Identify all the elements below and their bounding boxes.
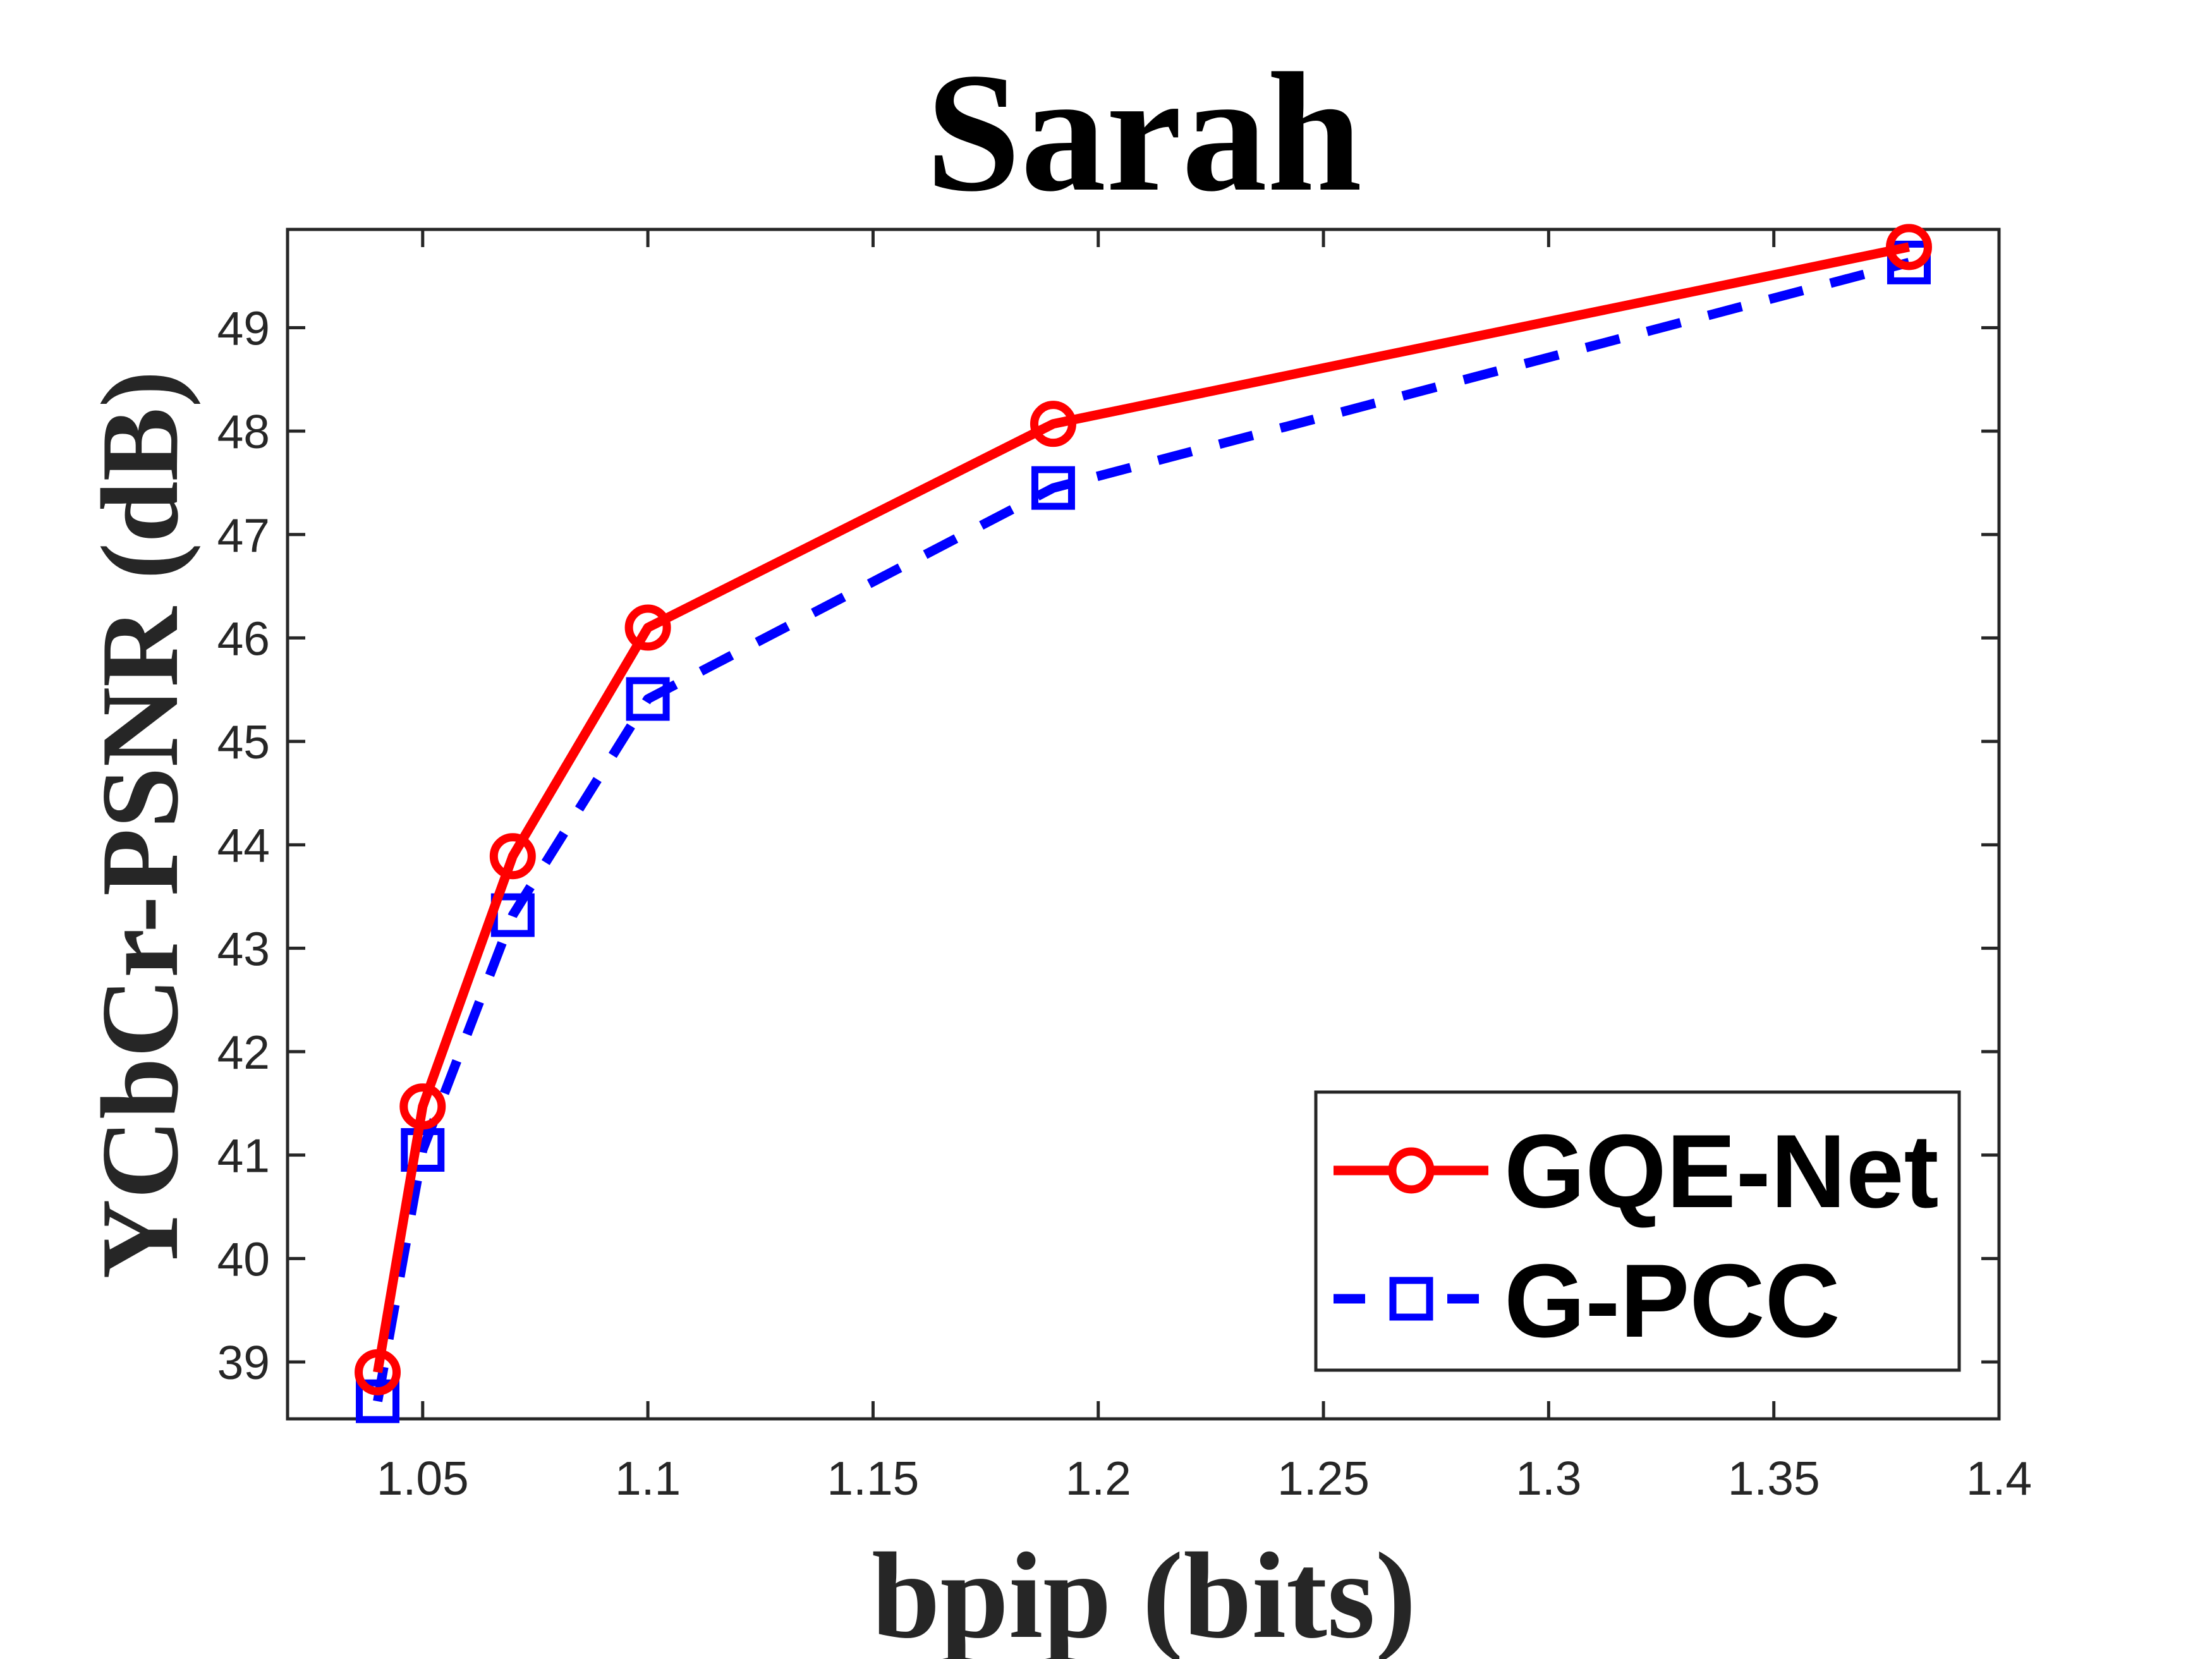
- y-axis-title: YCbCr-PSNR (dB): [78, 370, 201, 1279]
- data-point-g-pcc: [626, 677, 670, 721]
- legend-item-g-pcc: G-PCC: [1334, 1243, 1840, 1359]
- x-axis-title: bpip (bits): [872, 1528, 1416, 1659]
- y-tick-label: 48: [217, 405, 270, 458]
- x-tick-label: 1.1: [615, 1452, 681, 1505]
- axis-ticks: 1.05 1.1 1.15 1.2 1.25 1.3 1.35 1.4 39 40 41 42 43 44…: [217, 229, 2032, 1505]
- chart-title: Sarah: [926, 38, 1362, 227]
- y-tick-label: 42: [217, 1026, 270, 1079]
- legend: GQE-Net G-PCC: [1314, 1090, 1961, 1372]
- legend-item-gqe-net: GQE-Net: [1334, 1113, 1939, 1229]
- y-tick-label: 43: [217, 922, 270, 975]
- y-tick-label: 41: [217, 1129, 270, 1182]
- data-point-gqe-net: [355, 1349, 401, 1395]
- series-lines: [355, 224, 1932, 1423]
- y-tick-label: 44: [217, 819, 270, 872]
- x-tick-label: 1.4: [1966, 1452, 2032, 1505]
- legend-marker-square-icon: [1389, 1277, 1433, 1321]
- y-tick-label: 46: [217, 612, 270, 665]
- x-tick-label: 1.3: [1516, 1452, 1581, 1505]
- data-point-gqe-net: [1030, 401, 1076, 447]
- data-point-gqe-net: [399, 1083, 446, 1130]
- y-tick-label: 40: [217, 1232, 270, 1285]
- x-tick-label: 1.05: [377, 1452, 469, 1505]
- legend-label-gqe-net: GQE-Net: [1504, 1113, 1939, 1229]
- data-point-gqe-net: [1885, 224, 1932, 270]
- x-tick-label: 1.15: [827, 1452, 919, 1505]
- y-tick-label: 47: [217, 509, 270, 562]
- y-tick-label: 45: [217, 715, 270, 769]
- legend-box: [1314, 1090, 1961, 1372]
- data-point-g-pcc: [1887, 240, 1931, 284]
- data-point-g-pcc: [1031, 466, 1075, 510]
- legend-label-g-pcc: G-PCC: [1504, 1243, 1840, 1359]
- data-point-gqe-net: [489, 833, 536, 880]
- data-point-g-pcc: [356, 1379, 400, 1423]
- x-tick-label: 1.25: [1277, 1452, 1370, 1505]
- y-tick-label: 39: [217, 1336, 270, 1389]
- y-tick-label: 49: [217, 301, 270, 355]
- series-line-gqe-net: [373, 242, 1910, 1373]
- x-tick-label: 1.2: [1066, 1452, 1131, 1505]
- data-point-gqe-net: [624, 604, 671, 651]
- series-line-g-pcc: [373, 258, 1911, 1402]
- legend-marker-circle-icon: [1388, 1147, 1435, 1194]
- x-tick-label: 1.35: [1728, 1452, 1820, 1505]
